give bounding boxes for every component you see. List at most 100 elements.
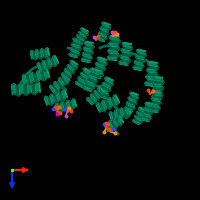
Polygon shape [87, 84, 95, 88]
Polygon shape [153, 89, 162, 91]
Polygon shape [138, 53, 146, 55]
Polygon shape [103, 85, 110, 89]
Polygon shape [81, 74, 88, 79]
Polygon shape [125, 108, 132, 111]
Polygon shape [42, 63, 46, 70]
Polygon shape [144, 115, 151, 117]
Polygon shape [100, 88, 107, 92]
Polygon shape [84, 42, 92, 44]
Polygon shape [78, 78, 85, 83]
Polygon shape [84, 57, 92, 59]
Polygon shape [63, 75, 68, 82]
Polygon shape [122, 59, 130, 61]
Polygon shape [137, 60, 145, 62]
Polygon shape [152, 99, 160, 101]
Polygon shape [130, 94, 138, 97]
Polygon shape [108, 58, 116, 60]
Polygon shape [152, 102, 160, 104]
Polygon shape [133, 120, 140, 123]
Polygon shape [73, 43, 81, 46]
Polygon shape [151, 108, 159, 110]
Polygon shape [116, 95, 120, 103]
Polygon shape [153, 78, 162, 79]
Polygon shape [65, 71, 71, 76]
Polygon shape [89, 78, 97, 82]
Polygon shape [82, 59, 90, 60]
Polygon shape [36, 50, 38, 57]
Polygon shape [88, 98, 94, 103]
Polygon shape [104, 125, 108, 132]
Polygon shape [97, 103, 101, 111]
Polygon shape [124, 109, 127, 117]
Polygon shape [98, 103, 102, 111]
Polygon shape [82, 73, 89, 77]
Polygon shape [137, 112, 143, 116]
Polygon shape [107, 124, 111, 131]
Polygon shape [131, 92, 138, 95]
Polygon shape [149, 64, 157, 66]
Polygon shape [69, 54, 77, 57]
Polygon shape [105, 101, 109, 109]
Polygon shape [61, 78, 67, 85]
Polygon shape [95, 70, 103, 74]
Polygon shape [109, 98, 113, 106]
Polygon shape [103, 26, 110, 29]
Polygon shape [138, 54, 146, 56]
Polygon shape [63, 77, 68, 83]
Polygon shape [47, 48, 49, 56]
Polygon shape [61, 93, 64, 100]
Polygon shape [140, 110, 146, 114]
Polygon shape [103, 84, 110, 88]
Polygon shape [47, 69, 50, 78]
Polygon shape [67, 69, 73, 73]
Polygon shape [146, 76, 155, 78]
Polygon shape [148, 63, 157, 65]
Polygon shape [89, 79, 97, 83]
Polygon shape [113, 119, 117, 126]
Polygon shape [113, 118, 118, 125]
Polygon shape [109, 45, 118, 47]
Polygon shape [25, 75, 28, 84]
Polygon shape [126, 103, 134, 106]
Polygon shape [74, 40, 81, 43]
Polygon shape [112, 113, 115, 120]
Polygon shape [153, 94, 161, 96]
Polygon shape [98, 88, 103, 93]
Polygon shape [122, 51, 130, 53]
Polygon shape [119, 62, 127, 64]
Polygon shape [145, 83, 154, 85]
Polygon shape [111, 46, 119, 48]
Polygon shape [152, 97, 160, 99]
Polygon shape [99, 32, 106, 35]
Polygon shape [41, 72, 44, 80]
Polygon shape [121, 60, 129, 62]
Polygon shape [53, 95, 56, 103]
Polygon shape [24, 85, 25, 94]
Polygon shape [79, 35, 85, 39]
Polygon shape [72, 100, 75, 107]
Polygon shape [99, 60, 107, 63]
Polygon shape [120, 109, 123, 116]
Polygon shape [75, 83, 83, 87]
Polygon shape [83, 68, 90, 73]
Polygon shape [136, 119, 142, 122]
Polygon shape [148, 64, 157, 66]
Polygon shape [46, 48, 48, 56]
Polygon shape [139, 111, 146, 114]
Polygon shape [144, 109, 152, 112]
Polygon shape [18, 86, 20, 96]
Polygon shape [121, 55, 129, 57]
Polygon shape [80, 77, 87, 81]
Polygon shape [91, 73, 99, 77]
Polygon shape [125, 108, 128, 116]
Polygon shape [32, 51, 34, 58]
Polygon shape [105, 78, 112, 82]
Polygon shape [83, 58, 91, 60]
Polygon shape [98, 60, 106, 63]
Polygon shape [144, 109, 151, 111]
Polygon shape [153, 102, 161, 103]
Polygon shape [45, 96, 49, 104]
Polygon shape [30, 73, 33, 81]
Polygon shape [100, 92, 107, 96]
Polygon shape [29, 82, 30, 92]
